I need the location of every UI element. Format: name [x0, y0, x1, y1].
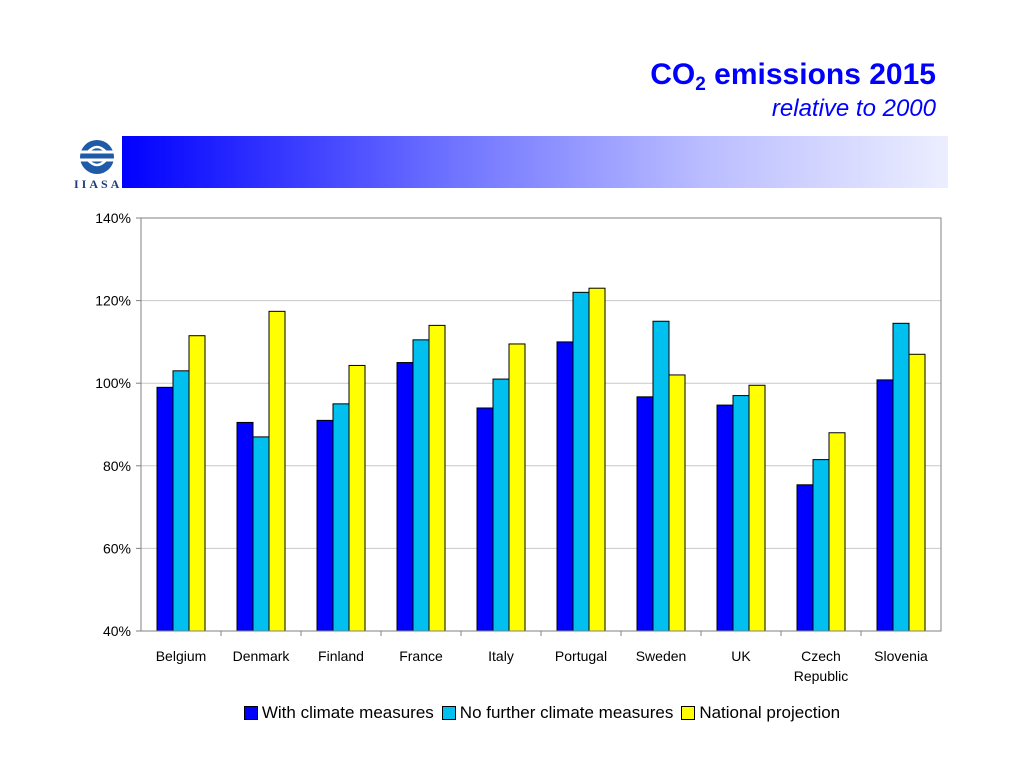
bar	[188, 335, 206, 632]
bar	[508, 343, 526, 632]
x-tick-label: France	[399, 648, 443, 664]
bar	[572, 291, 590, 632]
bar	[476, 407, 494, 632]
bar	[428, 324, 446, 632]
x-tick-label: UK	[731, 648, 751, 664]
x-tick-label: Sweden	[636, 648, 687, 664]
bar	[812, 459, 830, 632]
y-tick-label: 120%	[95, 293, 131, 309]
x-tick-label: Italy	[488, 648, 514, 664]
y-tick-label: 100%	[95, 375, 131, 391]
title-subscript: 2	[695, 74, 706, 95]
legend-item-with-climate-measures: With climate measures	[243, 703, 434, 723]
logo-text: IIASA	[74, 177, 123, 191]
bar	[716, 404, 734, 632]
bar	[668, 374, 686, 632]
header-banner	[122, 136, 948, 188]
legend-label: With climate measures	[261, 703, 434, 722]
bar	[492, 378, 510, 632]
legend-item-national-projection: National projection	[681, 703, 840, 723]
x-tick-label: Portugal	[555, 648, 607, 664]
bar	[396, 362, 414, 632]
legend-swatch	[441, 706, 456, 720]
legend: With climate measures No further climate…	[0, 703, 1024, 723]
bar	[556, 341, 574, 632]
bar	[892, 322, 910, 632]
bar	[732, 395, 750, 632]
bar	[796, 484, 814, 632]
page-title: CO2 emissions 2015	[650, 58, 936, 95]
bar	[636, 396, 654, 632]
y-tick-label: 80%	[103, 458, 131, 474]
x-tick-label: Belgium	[156, 648, 207, 664]
bar	[236, 421, 254, 632]
bar	[172, 370, 190, 632]
bar	[156, 386, 174, 632]
bar	[908, 353, 926, 632]
bar	[332, 403, 350, 632]
legend-label: No further climate measures	[459, 703, 674, 722]
legend-item-no-further-climate-measures: No further climate measures	[441, 703, 674, 723]
x-tick-label: Slovenia	[874, 648, 928, 664]
bar	[876, 379, 894, 632]
iiasa-logo: IIASA	[74, 136, 123, 191]
bar	[828, 432, 846, 632]
bars-layer	[156, 287, 926, 632]
bar	[268, 310, 286, 632]
legend-swatch	[681, 706, 696, 720]
x-tick-label: Denmark	[233, 648, 291, 664]
bar	[588, 287, 606, 632]
bar	[412, 339, 430, 632]
y-tick-label: 60%	[103, 540, 131, 556]
x-tick-labels: Belgium Denmark Finland France Italy Portugal…	[156, 631, 928, 684]
bar	[652, 320, 670, 632]
bar	[748, 384, 766, 632]
y-tick-labels: 40% 60% 80% 100% 120% 140%	[95, 210, 141, 639]
x-tick-label: Finland	[318, 648, 364, 664]
x-tick-label: Czech Republic	[794, 648, 848, 684]
bar-chart: 40% 60% 80% 100% 120% 140% Belgium Denmark Finl…	[95, 210, 942, 684]
bar	[316, 419, 334, 632]
iiasa-globe-icon	[77, 136, 117, 176]
legend-swatch	[243, 706, 258, 720]
legend-label: National projection	[699, 703, 841, 722]
y-tick-label: 140%	[95, 210, 131, 226]
title-block: CO2 emissions 2015 relative to 2000	[650, 58, 936, 124]
page-subtitle: relative to 2000	[771, 95, 936, 122]
bar	[348, 364, 366, 632]
y-tick-label: 40%	[103, 623, 131, 639]
bar	[252, 436, 270, 632]
